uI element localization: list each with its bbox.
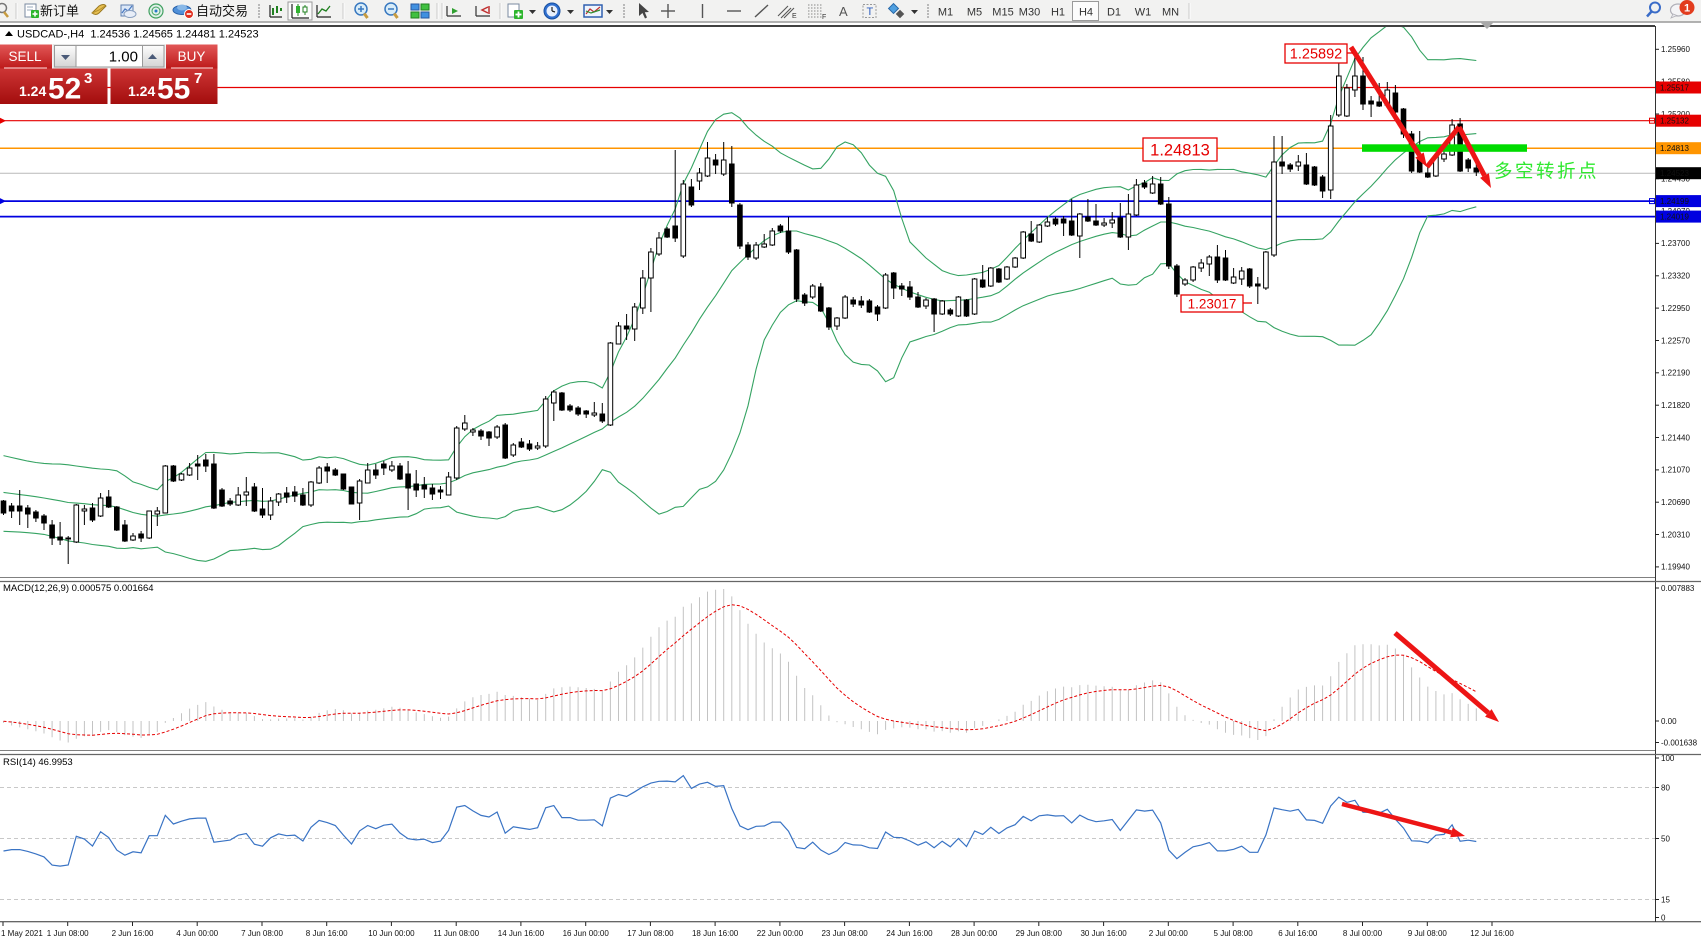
- svg-text:1.19940: 1.19940: [1661, 563, 1690, 572]
- svg-text:1.21440: 1.21440: [1661, 433, 1690, 442]
- svg-text:H4: H4: [1079, 7, 1093, 19]
- svg-text:15: 15: [1661, 895, 1670, 904]
- svg-text:1.21820: 1.21820: [1661, 401, 1690, 410]
- svg-text:4 Jun 00:00: 4 Jun 00:00: [176, 929, 218, 938]
- svg-text:23 Jun 08:00: 23 Jun 08:00: [821, 929, 868, 938]
- svg-text:1: 1: [1684, 3, 1690, 15]
- svg-text:1.22190: 1.22190: [1661, 369, 1690, 378]
- svg-text:8 Jun 16:00: 8 Jun 16:00: [306, 929, 348, 938]
- svg-text:-0.001638: -0.001638: [1661, 738, 1698, 747]
- svg-text:F: F: [822, 14, 826, 21]
- svg-text:1.25132: 1.25132: [1660, 117, 1689, 126]
- svg-text:12 Jul 16:00: 12 Jul 16:00: [1470, 929, 1514, 938]
- svg-text:3: 3: [84, 70, 92, 87]
- svg-text:50: 50: [1661, 834, 1670, 843]
- svg-text:SELL: SELL: [8, 49, 42, 64]
- svg-text:D1: D1: [1107, 7, 1121, 19]
- svg-text:29 Jun 08:00: 29 Jun 08:00: [1016, 929, 1063, 938]
- svg-text:22 Jun 00:00: 22 Jun 00:00: [757, 929, 804, 938]
- svg-text:多空转折点: 多空转折点: [1494, 161, 1599, 182]
- svg-text:1.25200: 1.25200: [1661, 110, 1690, 119]
- svg-text:16 Jun 00:00: 16 Jun 00:00: [563, 929, 610, 938]
- svg-text:1.25892: 1.25892: [1290, 47, 1342, 63]
- svg-text:7 Jun 08:00: 7 Jun 08:00: [241, 929, 283, 938]
- svg-text:1.25517: 1.25517: [1660, 84, 1689, 93]
- svg-text:0.007883: 0.007883: [1661, 584, 1695, 593]
- svg-text:M15: M15: [992, 7, 1013, 19]
- svg-text:自动交易: 自动交易: [196, 4, 248, 19]
- svg-text:100: 100: [1661, 754, 1675, 763]
- svg-text:1.23320: 1.23320: [1661, 272, 1690, 281]
- svg-text:A: A: [839, 4, 848, 19]
- svg-text:1.23700: 1.23700: [1661, 239, 1690, 248]
- svg-text:MN: MN: [1162, 7, 1179, 19]
- svg-text:W1: W1: [1135, 7, 1152, 19]
- svg-text:1.24813: 1.24813: [1660, 144, 1689, 153]
- svg-text:1 Jun 08:00: 1 Jun 08:00: [47, 929, 89, 938]
- svg-text:0: 0: [1661, 913, 1666, 922]
- svg-text:RSI(14) 46.9953: RSI(14) 46.9953: [3, 757, 73, 768]
- svg-text:11 Jun 08:00: 11 Jun 08:00: [433, 929, 479, 938]
- svg-text:6 Jul 16:00: 6 Jul 16:00: [1278, 929, 1318, 938]
- svg-text:14 Jun 16:00: 14 Jun 16:00: [498, 929, 545, 938]
- svg-text:1.21070: 1.21070: [1661, 466, 1690, 475]
- svg-text:1.20690: 1.20690: [1661, 498, 1690, 507]
- svg-text:1.24523: 1.24523: [1660, 169, 1689, 178]
- svg-text:52: 52: [48, 73, 81, 106]
- svg-text:2 Jul 00:00: 2 Jul 00:00: [1149, 929, 1189, 938]
- svg-text:BUY: BUY: [178, 49, 206, 64]
- svg-text:55: 55: [157, 73, 190, 106]
- svg-text:1.24019: 1.24019: [1660, 213, 1689, 222]
- svg-text:新订单: 新订单: [40, 4, 79, 19]
- svg-text:1.24: 1.24: [128, 83, 155, 99]
- svg-text:1.22950: 1.22950: [1661, 304, 1690, 313]
- svg-text:0.00: 0.00: [1661, 717, 1677, 726]
- svg-text:2 Jun 16:00: 2 Jun 16:00: [112, 929, 154, 938]
- svg-text:24 Jun 16:00: 24 Jun 16:00: [886, 929, 933, 938]
- svg-text:H1: H1: [1051, 7, 1065, 19]
- svg-text:1.25960: 1.25960: [1661, 45, 1690, 54]
- svg-text:1.20310: 1.20310: [1661, 530, 1690, 539]
- svg-text:8 Jul 00:00: 8 Jul 00:00: [1343, 929, 1383, 938]
- svg-text:28 Jun 00:00: 28 Jun 00:00: [951, 929, 998, 938]
- svg-text:5 Jul 08:00: 5 Jul 08:00: [1214, 929, 1254, 938]
- svg-text:M30: M30: [1019, 7, 1040, 19]
- svg-text:1.24: 1.24: [19, 83, 46, 99]
- svg-text:1.24813: 1.24813: [1150, 142, 1210, 160]
- svg-text:M1: M1: [938, 7, 953, 19]
- svg-text:80: 80: [1661, 783, 1670, 792]
- svg-text:30 Jun 16:00: 30 Jun 16:00: [1080, 929, 1127, 938]
- svg-text:9 Jul 08:00: 9 Jul 08:00: [1408, 929, 1448, 938]
- svg-text:1 May 2021: 1 May 2021: [1, 929, 43, 938]
- svg-text:MACD(12,26,9) 0.000575 0.00166: MACD(12,26,9) 0.000575 0.001664: [3, 583, 154, 594]
- svg-text:17 Jun 08:00: 17 Jun 08:00: [627, 929, 674, 938]
- svg-text:7: 7: [194, 70, 202, 87]
- svg-text:1.24199: 1.24199: [1660, 197, 1689, 206]
- svg-text:1.22570: 1.22570: [1661, 336, 1690, 345]
- svg-text:18 Jun 16:00: 18 Jun 16:00: [692, 929, 739, 938]
- svg-text:USDCAD-,H4 1.24536 1.24565 1.: USDCAD-,H4 1.24536 1.24565 1.24481 1.245…: [17, 29, 259, 41]
- svg-text:M5: M5: [967, 7, 982, 19]
- svg-text:1.00: 1.00: [109, 49, 138, 66]
- svg-text:1.23017: 1.23017: [1188, 297, 1237, 312]
- svg-text:E: E: [792, 13, 797, 20]
- svg-text:T: T: [867, 6, 874, 18]
- svg-text:10 Jun 00:00: 10 Jun 00:00: [368, 929, 415, 938]
